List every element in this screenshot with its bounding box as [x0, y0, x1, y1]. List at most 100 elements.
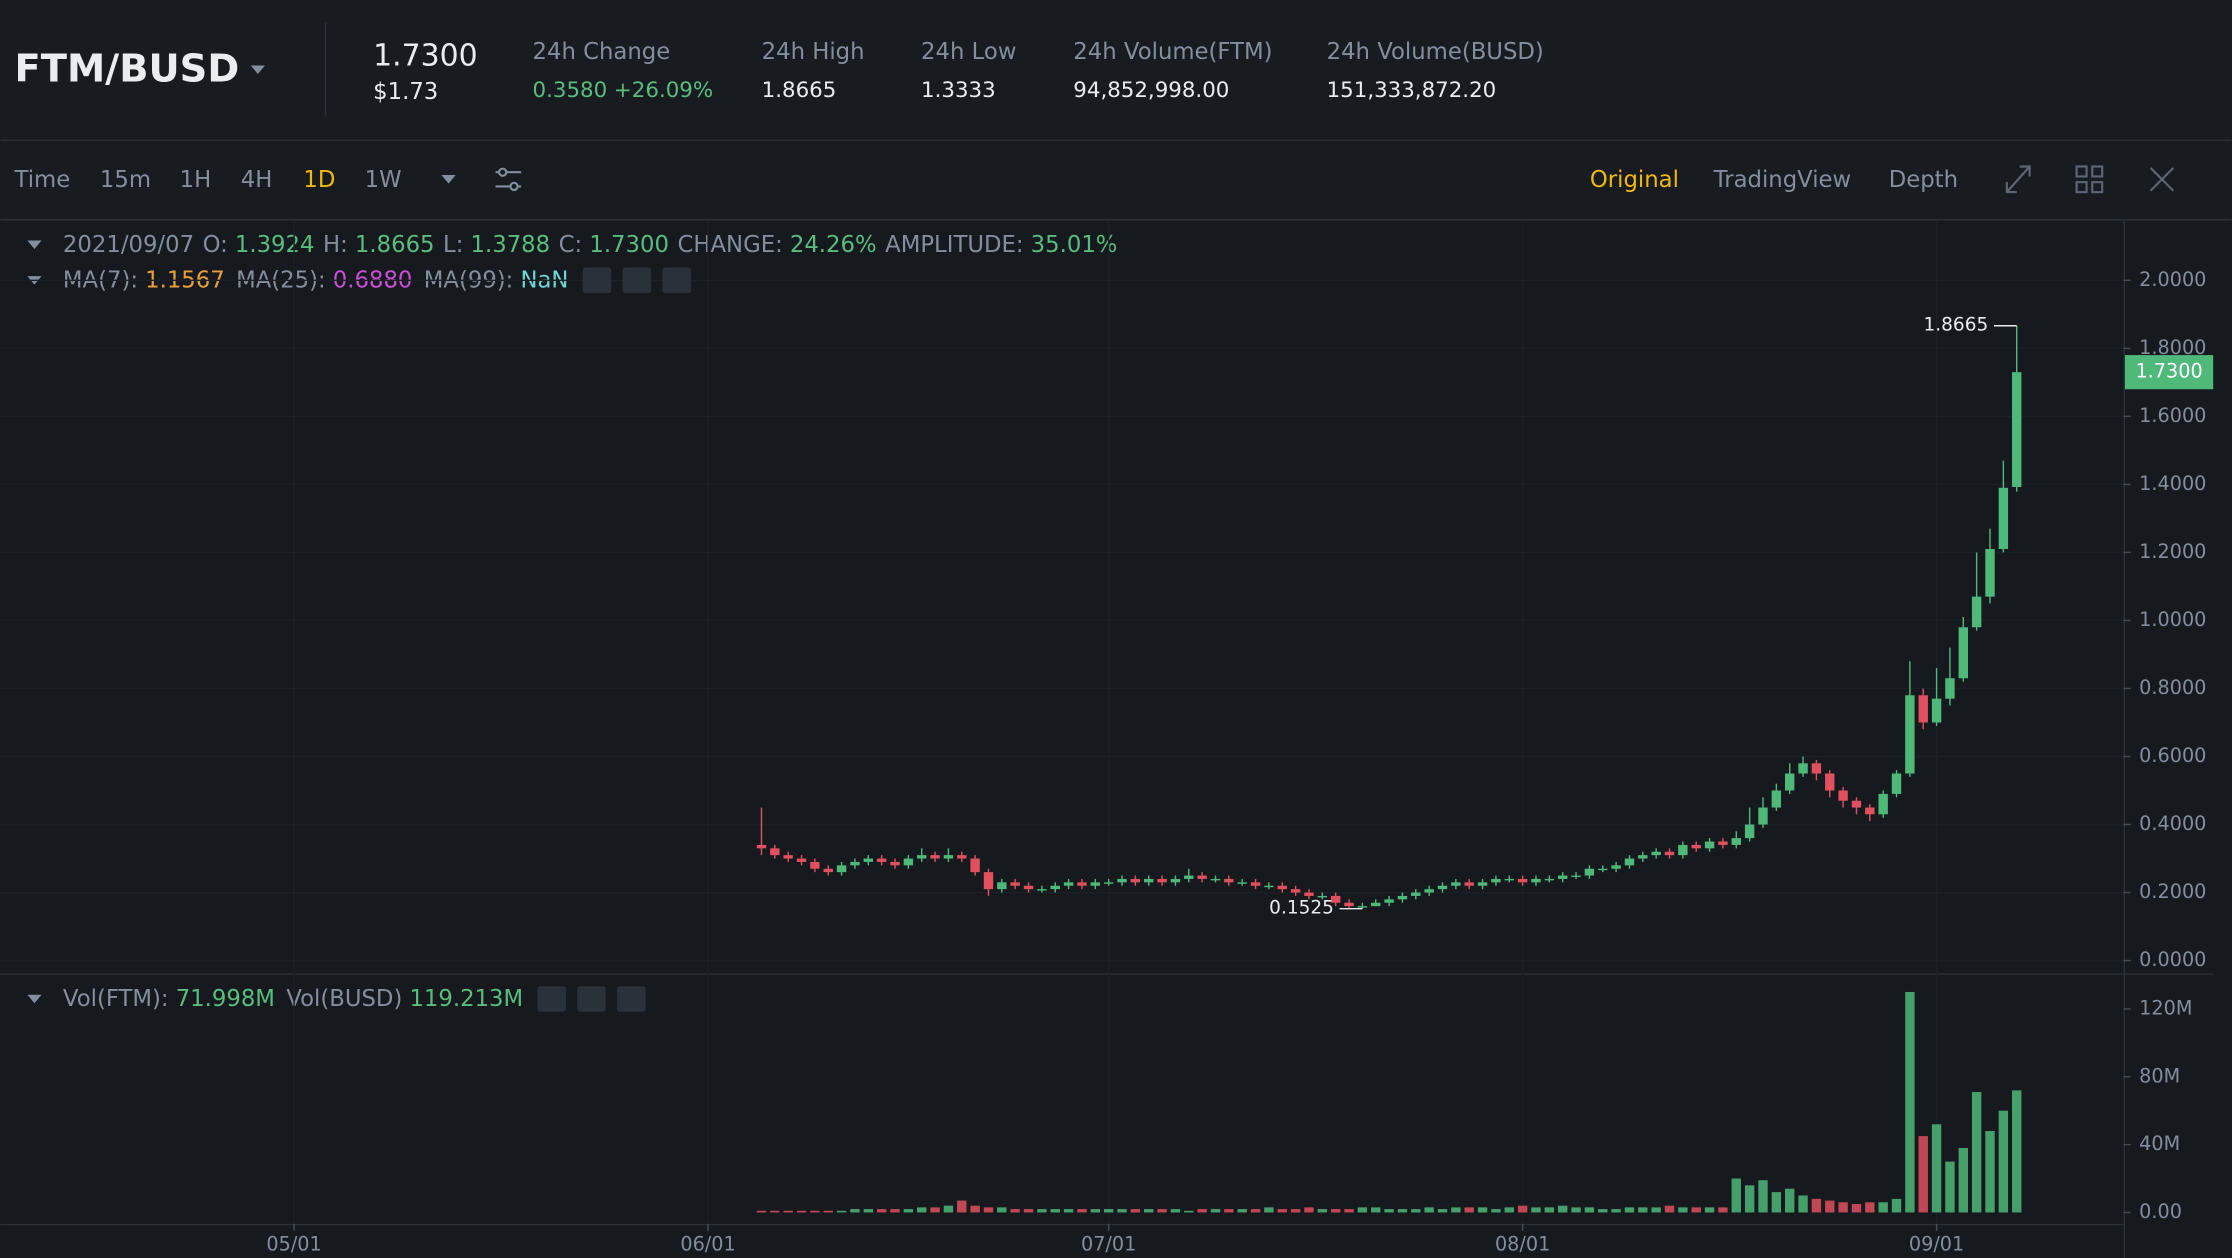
volume-bar — [1945, 1161, 1955, 1213]
ohlc-legend: 2021/09/07 O: 1.3924 H: 1.8665 L: 1.3788 C: 1.73… — [63, 231, 1118, 257]
candle-body — [1103, 882, 1114, 884]
candle-body — [1357, 906, 1368, 908]
low-label: 0.1525 — [1269, 898, 1334, 919]
volume-bar — [770, 1210, 780, 1213]
candle-body — [1184, 875, 1194, 879]
legend-icon[interactable] — [617, 986, 646, 1012]
dropdown-icon[interactable] — [250, 65, 265, 74]
interval[interactable]: 1W — [365, 167, 402, 193]
candle-body — [1878, 793, 1888, 815]
x-tick-label: 07/01 — [1081, 1233, 1136, 1256]
stat-label: 24h Volume(FTM) — [1073, 39, 1272, 65]
candle-body — [1557, 875, 1568, 879]
vol-legend: Vol(FTM): 71.998M Vol(BUSD) 119.213M — [63, 985, 523, 1011]
volume-bar — [1304, 1207, 1314, 1213]
candle-body — [1624, 858, 1635, 866]
volume-bar — [1130, 1209, 1141, 1213]
candle-body — [1010, 882, 1020, 886]
candle-body — [1531, 878, 1541, 883]
more-intervals[interactable] — [441, 175, 456, 184]
volume-bar — [917, 1207, 927, 1213]
interval[interactable]: 1H — [180, 167, 212, 193]
candle-body — [1905, 695, 1915, 774]
volume-bar — [1357, 1207, 1368, 1213]
legend-value: 24.26% — [790, 231, 877, 257]
volume-bar — [1117, 1209, 1127, 1213]
candle-body — [1985, 549, 1995, 597]
layout-icon[interactable] — [2075, 165, 2104, 194]
candle-body — [1584, 868, 1595, 876]
candle-body — [1838, 790, 1848, 801]
pair[interactable]: FTM/BUSD — [15, 47, 240, 92]
volume-bar — [1491, 1209, 1501, 1213]
volume-bar — [1264, 1207, 1274, 1213]
volume-bar — [1103, 1209, 1114, 1213]
candle-body — [1210, 878, 1221, 881]
candle-body — [1638, 855, 1648, 859]
volume-bar — [943, 1205, 954, 1213]
y-tick-label: 0.6000 — [2139, 744, 2206, 767]
candle-body — [1304, 892, 1314, 896]
candle-body — [1491, 878, 1501, 883]
volume-bar — [1798, 1195, 1808, 1213]
candle-body — [783, 855, 793, 859]
y-tick-label: 40M — [2139, 1132, 2180, 1155]
close-icon[interactable] — [2149, 167, 2175, 192]
volume-bar — [1691, 1207, 1701, 1213]
volume-bar — [1878, 1202, 1888, 1213]
y-tick-label: 80M — [2139, 1064, 2180, 1087]
candle-body — [1678, 844, 1688, 856]
interval[interactable]: 1D — [303, 167, 335, 193]
volume-bar — [1197, 1209, 1207, 1213]
volume-bar — [1330, 1209, 1341, 1213]
legend-icon[interactable] — [577, 986, 606, 1012]
candle-body — [1744, 824, 1755, 839]
interval[interactable]: 15m — [100, 167, 151, 193]
candle-body — [1437, 885, 1448, 890]
candle-body — [1090, 882, 1101, 886]
settings-icon[interactable] — [495, 167, 522, 192]
legend-label: Vol(FTM): — [63, 985, 169, 1011]
legend-value: 35.01% — [1031, 231, 1118, 257]
interval[interactable]: Time — [14, 167, 71, 193]
volume-bar — [1704, 1207, 1715, 1213]
y-tick-label: 2.0000 — [2139, 268, 2206, 291]
candle-body — [1611, 865, 1621, 869]
legend-label: O: — [203, 231, 228, 257]
collapse-icon[interactable] — [27, 994, 42, 1004]
header-bar — [0, 0, 2232, 140]
candle-body — [983, 872, 994, 890]
volume-bar — [1224, 1209, 1234, 1213]
y-tick-label: 0.00 — [2139, 1200, 2182, 1223]
interval[interactable]: 4H — [241, 167, 273, 193]
candle-body — [1851, 800, 1862, 808]
view-tab[interactable]: Depth — [1889, 167, 1958, 193]
volume-bar — [1998, 1110, 2009, 1213]
volume-bar — [1811, 1198, 1822, 1213]
candle-body — [1798, 763, 1808, 774]
candle-body — [876, 858, 887, 862]
volume-bar — [1424, 1207, 1434, 1213]
volume-bar — [1651, 1207, 1661, 1213]
view-tab[interactable]: TradingView — [1713, 167, 1851, 193]
y-tick-label: 0.2000 — [2139, 880, 2206, 903]
view-tab[interactable]: Original — [1590, 167, 1679, 193]
volume-bar — [2012, 1090, 2022, 1213]
collapse-icon[interactable] — [27, 240, 42, 250]
legend-label: Vol(BUSD) — [286, 985, 402, 1011]
volume-bar — [1905, 991, 1915, 1213]
legend-label: C: — [559, 231, 583, 257]
legend-icon[interactable] — [662, 267, 691, 294]
legend-icon[interactable] — [582, 267, 612, 294]
fullscreen-icon[interactable] — [2005, 165, 2031, 194]
candle-body — [1170, 878, 1181, 883]
candle-body — [943, 855, 954, 859]
volume-bar — [850, 1209, 860, 1213]
legend-icon[interactable] — [622, 267, 651, 294]
y-tick-label: 0.0000 — [2139, 948, 2206, 971]
y-tick-label: 0.4000 — [2139, 812, 2206, 835]
legend-icon[interactable] — [537, 986, 566, 1012]
volume-bar — [930, 1207, 940, 1213]
